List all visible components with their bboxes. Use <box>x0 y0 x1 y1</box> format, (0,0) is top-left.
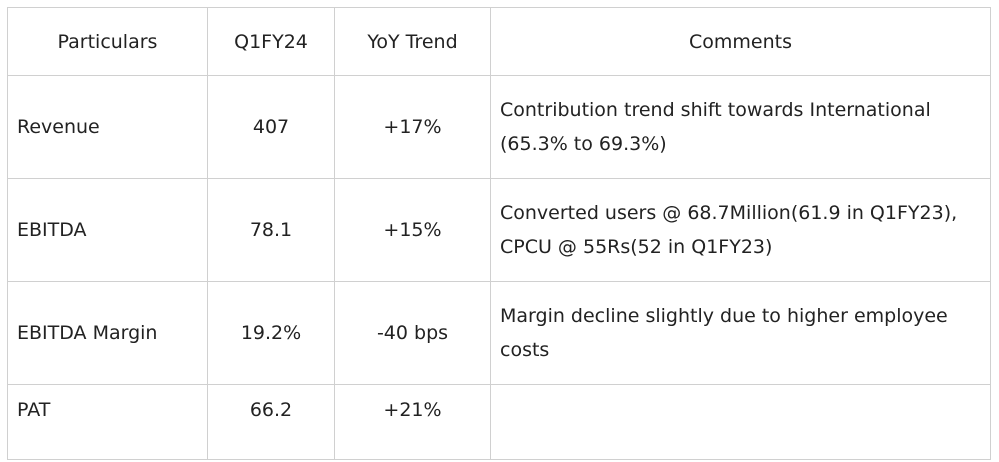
table-row: EBITDA Margin 19.2% -40 bps Margin decline … <box>7 281 991 385</box>
value-cell: +15% <box>334 178 491 282</box>
label-cell: PAT <box>7 384 208 460</box>
value-cell: -40 bps <box>334 281 491 385</box>
results-table: Particulars Q1FY24 YoY Trend Comments Reven… <box>7 7 991 460</box>
header-cell: Q1FY24 <box>207 7 335 76</box>
value-cell: 78.1 <box>207 178 335 282</box>
value-cell: +17% <box>334 75 491 179</box>
table-body: Revenue 407 +17% Contribution trend shift t… <box>7 75 991 460</box>
table-row: Revenue 407 +17% Contribution trend shift t… <box>7 75 991 179</box>
header-cell: Particulars <box>7 7 208 76</box>
value-cell: +21% <box>334 384 491 460</box>
table-row: EBITDA 78.1 +15% Converted users @ 68.7Mill… <box>7 178 991 282</box>
value-cell: 19.2% <box>207 281 335 385</box>
header-cell: Comments <box>490 7 991 76</box>
label-cell: EBITDA Margin <box>7 281 208 385</box>
label-cell: Revenue <box>7 75 208 179</box>
value-cell: 66.2 <box>207 384 335 460</box>
comment-cell: Margin decline slightly due to higher em… <box>490 281 991 385</box>
comment-cell: Converted users @ 68.7Million(61.9 in Q1… <box>490 178 991 282</box>
comment-cell <box>490 384 991 460</box>
value-cell: 407 <box>207 75 335 179</box>
comment-cell: Contribution trend shift towards Interna… <box>490 75 991 179</box>
table-header: Particulars Q1FY24 YoY Trend Comments <box>7 7 991 76</box>
header-row: Particulars Q1FY24 YoY Trend Comments <box>7 7 991 76</box>
label-cell: EBITDA <box>7 178 208 282</box>
header-cell: YoY Trend <box>334 7 491 76</box>
table-row: PAT 66.2 +21% <box>7 384 991 460</box>
